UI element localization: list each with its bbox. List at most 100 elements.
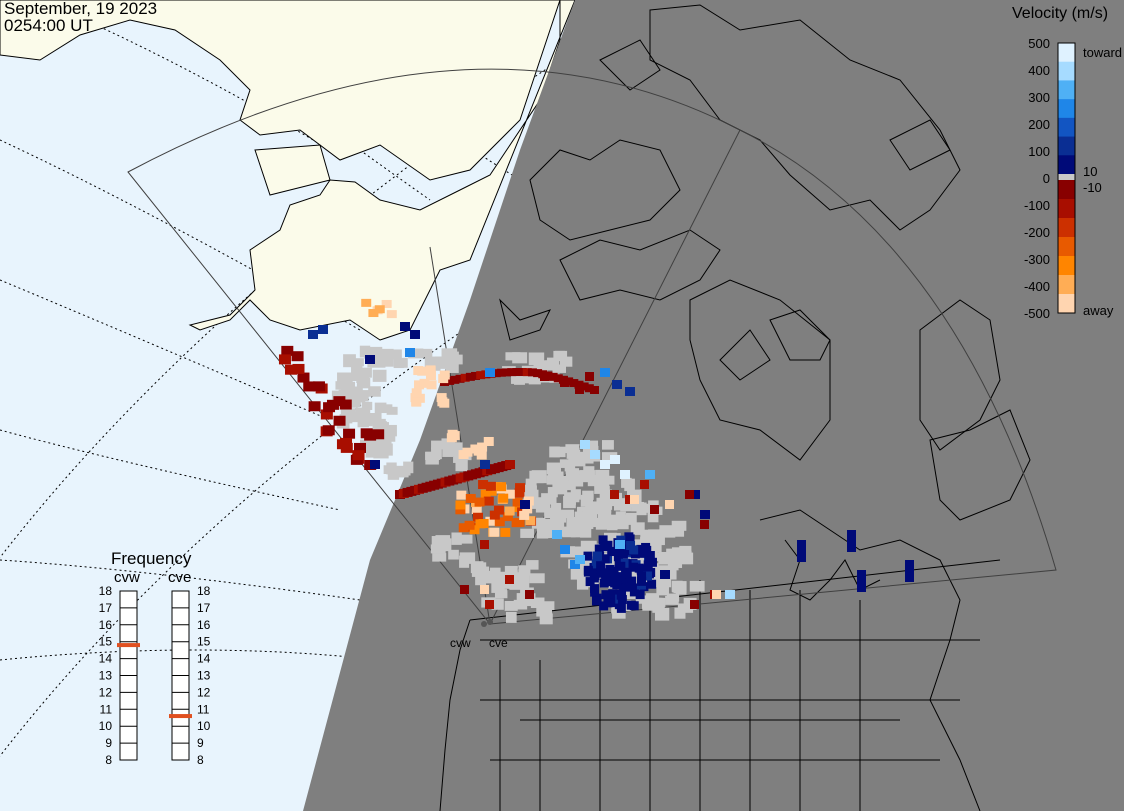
velocity-cell: [478, 480, 489, 490]
velocity-cell: [625, 512, 637, 525]
velocity-cell: [538, 601, 555, 611]
velocity-cell: [621, 477, 632, 488]
velocity-cell: [537, 498, 549, 509]
velocity-cell: [443, 353, 455, 365]
frequency-marker-cve: [169, 714, 192, 719]
velocity-cell: [494, 517, 505, 527]
frequency-scale-label: 12: [99, 685, 113, 699]
velocity-cell: [408, 348, 424, 359]
velocity-cell: [474, 497, 485, 507]
frequency-scale-label: 13: [99, 669, 113, 683]
frequency-scale-label: 8: [197, 753, 204, 767]
velocity-cell: [609, 567, 619, 577]
site-marker-cve: [487, 619, 493, 625]
velocity-cell: [475, 573, 487, 586]
velocity-cell: [413, 366, 424, 376]
velocity-cell: [489, 567, 501, 579]
velocity-cell: [671, 520, 687, 531]
velocity-cell: [489, 510, 500, 520]
frequency-scale-label: 15: [197, 635, 211, 649]
velocity-cell: [621, 574, 631, 584]
velocity-cell: [626, 600, 636, 610]
velocity-cell: [512, 368, 522, 377]
velocity-cell: [496, 482, 507, 492]
velocity-cell: [540, 372, 549, 381]
velocity-cell: [586, 549, 600, 560]
velocity-side-label: 10: [1083, 164, 1097, 179]
velocity-cell: [674, 607, 686, 619]
velocity-cell: [285, 364, 298, 375]
velocity-cell: [379, 348, 394, 358]
velocity-cell: [551, 521, 565, 531]
velocity-cell: [455, 505, 466, 515]
velocity-cell: [646, 593, 660, 604]
velocity-cell: [621, 567, 631, 577]
velocity-cell: [451, 532, 462, 545]
velocity-cell: [450, 375, 460, 384]
velocity-cell: [459, 555, 470, 568]
velocity-cell: [560, 378, 569, 387]
velocity-cell: [320, 409, 333, 420]
velocity-cell: [448, 549, 459, 560]
velocity-cell: [575, 385, 584, 394]
velocity-cell: [650, 505, 659, 514]
velocity-cell: [452, 442, 463, 452]
velocity-cell: [600, 368, 610, 377]
velocity-cell: [387, 471, 400, 480]
velocity-cell: [365, 447, 376, 458]
frequency-scale-label: 15: [99, 635, 113, 649]
velocity-cell: [591, 596, 601, 606]
velocity-cell: [471, 371, 481, 380]
frequency-scale-label: 18: [99, 584, 113, 598]
colorbar-segment: [1058, 43, 1075, 63]
velocity-cell: [432, 553, 447, 562]
colorbar-segment: [1058, 80, 1075, 100]
velocity-cell: [491, 369, 501, 378]
velocity-cell: [580, 528, 592, 538]
velocity-cell: [590, 587, 600, 597]
velocity-cell: [612, 380, 622, 389]
velocity-cell: [640, 537, 653, 546]
velocity-cell: [379, 354, 394, 367]
velocity-cell: [725, 590, 735, 599]
velocity-cell: [312, 381, 325, 392]
velocity-cell: [478, 519, 489, 529]
velocity-cell: [666, 593, 680, 602]
velocity-cell: [513, 599, 528, 610]
velocity-cell: [365, 355, 375, 364]
velocity-cell: [573, 457, 586, 467]
velocity-cell: [520, 500, 530, 509]
velocity-cell: [460, 585, 469, 594]
frequency-scale-label: 11: [100, 702, 113, 716]
velocity-cell: [465, 493, 476, 503]
velocity-cell: [491, 580, 505, 593]
velocity-cell: [333, 415, 346, 426]
colorbar-segment: [1058, 275, 1075, 295]
velocity-cell: [431, 440, 443, 450]
velocity-tick-label: 500: [1028, 36, 1050, 51]
velocity-cell: [338, 389, 353, 402]
velocity-cell: [585, 577, 595, 587]
velocity-cell: [700, 510, 710, 519]
velocity-cell: [381, 299, 392, 308]
velocity-cell: [600, 568, 610, 578]
velocity-cell: [581, 519, 594, 529]
velocity-cell: [504, 565, 518, 576]
velocity-cell: [578, 451, 594, 464]
velocity-cell: [514, 373, 525, 385]
velocity-cell: [548, 372, 558, 381]
velocity-cell: [685, 490, 694, 499]
velocity-cell: [616, 520, 629, 530]
radar-fov: [127, 68, 1057, 625]
velocity-cell: [570, 560, 580, 569]
velocity-cell: [525, 590, 534, 599]
velocity-cell: [587, 517, 604, 528]
velocity-cell: [465, 372, 475, 381]
velocity-cell: [559, 459, 571, 468]
velocity-cell: [616, 572, 626, 582]
velocity-cell: [583, 551, 593, 561]
velocity-cell: [576, 577, 589, 590]
velocity-cell: [580, 494, 594, 507]
velocity-cell: [560, 545, 570, 554]
